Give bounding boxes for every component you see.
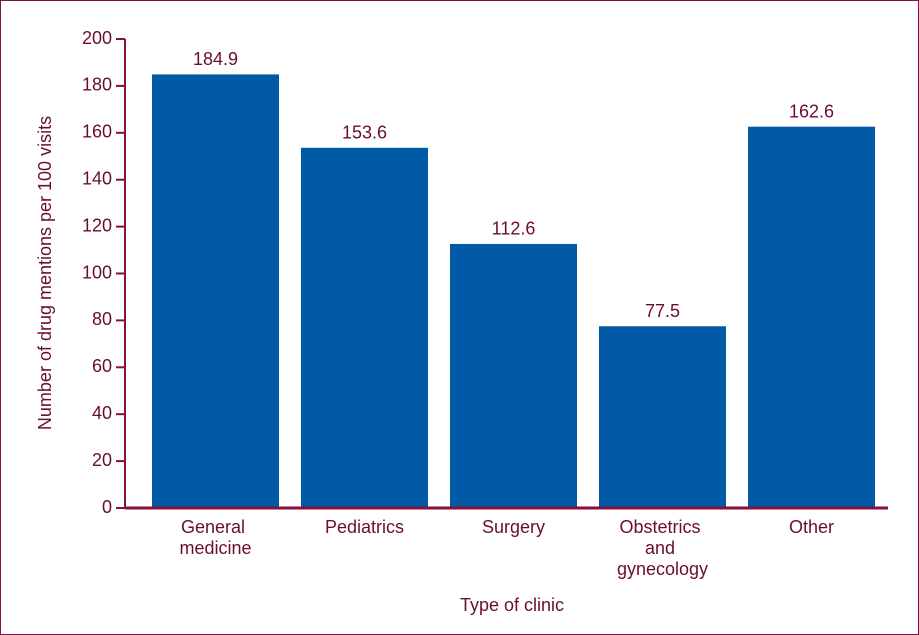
y-tick-label: 120 bbox=[82, 215, 112, 235]
y-tick-label: 40 bbox=[92, 403, 112, 423]
value-label: 162.6 bbox=[789, 101, 834, 121]
y-tick-label: 180 bbox=[82, 75, 112, 95]
y-axis-label: Number of drug mentions per 100 visits bbox=[35, 116, 55, 430]
bar bbox=[450, 243, 577, 508]
y-tick-label: 100 bbox=[82, 262, 112, 282]
value-label: 112.6 bbox=[492, 219, 536, 239]
y-tick-label: 160 bbox=[82, 122, 112, 142]
y-tick-label: 0 bbox=[102, 497, 112, 517]
bar bbox=[301, 147, 428, 509]
y-tick-label: 200 bbox=[82, 28, 112, 48]
y-tick-label: 140 bbox=[82, 168, 112, 188]
x-tick-label: Obstetrics and gynecology bbox=[617, 517, 708, 579]
x-tick-label: Surgery bbox=[482, 517, 545, 537]
y-tick-label: 80 bbox=[92, 309, 112, 329]
y-tick-label: 20 bbox=[92, 450, 112, 470]
x-tick-label: Pediatrics bbox=[325, 517, 404, 537]
value-label: 153.6 bbox=[342, 123, 387, 143]
bar bbox=[152, 74, 279, 509]
value-label: 77.5 bbox=[645, 301, 680, 321]
x-tick-label: Other bbox=[789, 517, 834, 537]
value-label: 184.9 bbox=[193, 49, 238, 69]
x-axis-label: Type of clinic bbox=[460, 595, 564, 615]
y-tick-label: 60 bbox=[92, 356, 112, 376]
x-tick-label: General medicine bbox=[179, 517, 251, 558]
bar bbox=[748, 126, 875, 508]
bar bbox=[599, 326, 726, 508]
